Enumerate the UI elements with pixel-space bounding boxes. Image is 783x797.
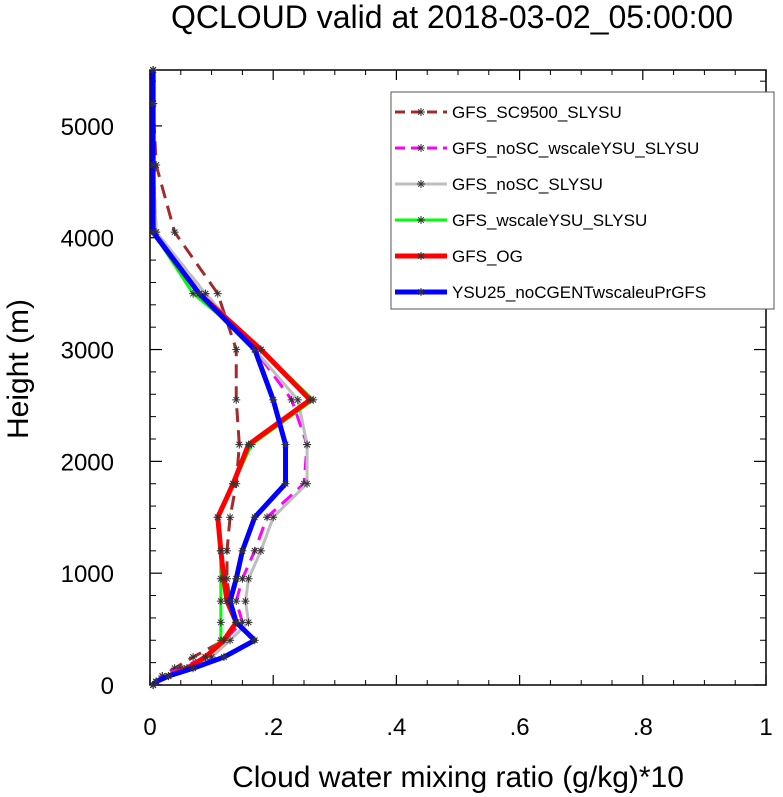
data-point: [201, 653, 210, 662]
data-point: [216, 546, 225, 555]
y-tick-label: 2000: [61, 449, 114, 476]
data-point: [226, 597, 235, 606]
x-tick-label: .4: [386, 714, 406, 741]
legend-marker: [417, 288, 425, 296]
data-point: [232, 574, 241, 583]
data-point: [219, 636, 228, 645]
data-point: [250, 636, 259, 645]
data-point: [219, 653, 228, 662]
legend-marker: [417, 144, 425, 152]
data-point: [293, 395, 302, 404]
x-tick-label: .2: [263, 714, 283, 741]
data-point: [269, 395, 278, 404]
data-point: [303, 440, 312, 449]
data-point: [303, 479, 312, 488]
y-tick-label: 4000: [61, 226, 114, 253]
y-tick-label: 1000: [61, 561, 114, 588]
data-point: [244, 574, 253, 583]
data-point: [250, 546, 259, 555]
data-point: [269, 513, 278, 522]
series-line: [150, 70, 289, 687]
data-point: [216, 618, 225, 627]
legend-label: GFS_noSC_SLYSU: [452, 175, 603, 194]
data-point: [152, 677, 161, 686]
legend-marker: [417, 180, 425, 188]
legend-label: GFS_OG: [452, 247, 523, 266]
data-point: [229, 479, 238, 488]
series-layer: [149, 66, 318, 689]
data-point: [250, 513, 259, 522]
legend-label: GFS_noSC_wscaleYSU_SLYSU: [452, 139, 699, 158]
data-point: [256, 546, 265, 555]
x-axis-label: Cloud water mixing ratio (g/kg)*10: [232, 761, 684, 794]
legend-item: GFS_SC9500_SLYSU: [395, 103, 622, 122]
data-point: [235, 440, 244, 449]
data-point: [306, 395, 315, 404]
data-point: [189, 664, 198, 673]
data-point: [238, 546, 247, 555]
legend-marker: [417, 108, 425, 116]
series-line: [151, 70, 241, 687]
axis-ticks: 0 .2 .4 .6 .8 1 0 1000 2000 3000 4000 5000: [61, 70, 773, 741]
legend-box: [390, 91, 775, 310]
y-tick-label: 0: [101, 673, 114, 700]
y-tick-label: 5000: [61, 114, 114, 141]
data-point: [213, 289, 222, 298]
data-point: [164, 672, 173, 681]
data-point: [189, 653, 198, 662]
data-point: [244, 440, 253, 449]
y-tick-label: 3000: [61, 338, 114, 365]
legend-item: GFS_noSC_SLYSU: [395, 175, 603, 194]
series-YSU25_noCGENTwscaleuPrGFS: [149, 66, 290, 689]
x-tick-label: 1: [759, 714, 772, 741]
data-point: [226, 513, 235, 522]
x-tick-label: .6: [510, 714, 530, 741]
legend-item: GFS_OG: [395, 247, 523, 266]
data-point: [149, 66, 158, 74]
data-point: [149, 99, 158, 108]
x-tick-label: .8: [633, 714, 653, 741]
legend: GFS_SC9500_SLYSU GFS_noSC_wscaleYSU_SLYSU…: [390, 91, 775, 310]
data-point: [149, 161, 158, 170]
legend-marker: [417, 216, 425, 224]
data-point: [244, 618, 253, 627]
legend-label: GFS_SC9500_SLYSU: [452, 103, 622, 122]
data-point: [149, 228, 158, 237]
data-point: [241, 597, 250, 606]
data-point: [281, 479, 290, 488]
data-point: [250, 345, 259, 354]
legend-item: YSU25_noCGENTwscaleuPrGFS: [395, 283, 706, 302]
legend-label: GFS_wscaleYSU_SLYSU: [452, 211, 647, 230]
legend-marker: [417, 252, 425, 260]
x-tick-label: 0: [143, 714, 156, 741]
data-point: [219, 574, 228, 583]
data-point: [232, 618, 241, 627]
data-point: [195, 289, 204, 298]
chart-title: QCLOUD valid at 2018-03-02_05:00:00: [171, 0, 733, 35]
data-point: [213, 513, 222, 522]
data-point: [281, 440, 290, 449]
data-point: [232, 345, 241, 354]
data-point: [232, 395, 241, 404]
legend-label: YSU25_noCGENTwscaleuPrGFS: [452, 283, 706, 302]
data-point: [170, 228, 179, 237]
legend-item: GFS_noSC_wscaleYSU_SLYSU: [395, 139, 699, 158]
legend-item: GFS_wscaleYSU_SLYSU: [395, 211, 647, 230]
y-axis-label: Height (m): [2, 299, 35, 439]
